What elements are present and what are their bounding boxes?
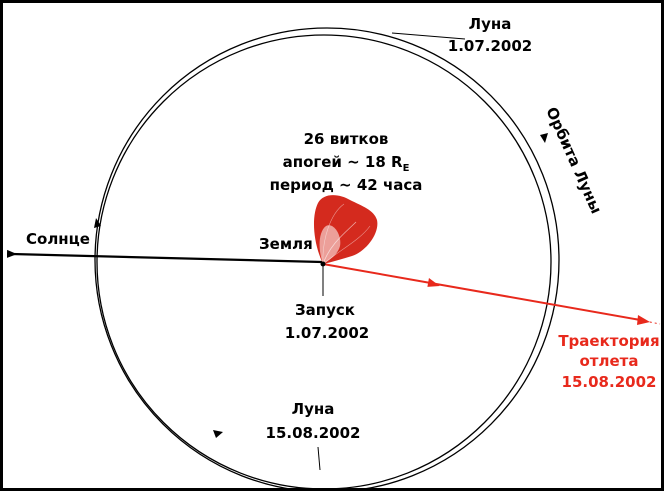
trajectory-mid-arrow-icon (427, 278, 440, 287)
moon-top-name: Луна (469, 15, 512, 33)
launch-name: Запуск (295, 301, 355, 319)
departure-line-3: 15.08.2002 (562, 373, 657, 391)
moon-bottom-pointer (317, 446, 321, 471)
departure-trajectory (322, 263, 661, 325)
phasing-loops (313, 195, 378, 265)
info-line-2-subscript: E (403, 163, 410, 174)
sun-label: Солнце (26, 230, 90, 248)
moon-bottom-name: Луна (292, 400, 335, 418)
orbit-label: Орбита Луны (542, 104, 605, 216)
moon-orbit (94, 27, 560, 491)
departure-line-1: Траектория (558, 332, 659, 350)
orbit-arrow-left (94, 218, 101, 228)
orbit-arrow-right (540, 133, 548, 143)
info-line-3: период ~ 42 часа (270, 176, 423, 194)
earth-label: Земля (259, 235, 313, 253)
orbit-arrow-bottom (213, 430, 223, 438)
info-line-1: 26 витков (304, 130, 389, 148)
trajectory-end-arrow-icon (637, 315, 650, 325)
info-line-2-main: апогей ~ 18 R (283, 153, 403, 171)
info-line-2: апогей ~ 18 RE (283, 153, 410, 174)
moon-top-date: 1.07.2002 (448, 37, 532, 55)
earth-point (320, 261, 326, 267)
departure-line-2: отлета (580, 352, 639, 370)
sun-direction-line (6, 249, 323, 264)
moon-bottom-date: 15.08.2002 (266, 424, 361, 442)
launch-date: 1.07.2002 (285, 324, 369, 342)
moon-top-pointer (391, 32, 466, 40)
